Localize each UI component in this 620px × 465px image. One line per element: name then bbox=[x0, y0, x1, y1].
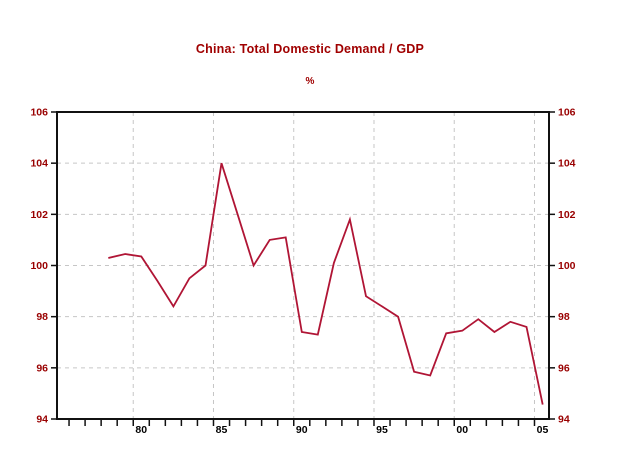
y-axis-label-right-100: 100 bbox=[558, 260, 576, 272]
y-axis-label-left-104: 104 bbox=[30, 158, 48, 170]
data-series-line bbox=[108, 162, 544, 405]
x-axis-label-05: 05 bbox=[537, 424, 549, 436]
y-axis-label-right-96: 96 bbox=[558, 362, 570, 374]
x-axis-label-85: 85 bbox=[216, 424, 228, 436]
y-axis-label-left-100: 100 bbox=[30, 260, 48, 272]
y-axis-label-left-98: 98 bbox=[36, 311, 48, 323]
chart-title: China: Total Domestic Demand / GDP bbox=[195, 42, 425, 56]
x-axis-label-00: 00 bbox=[456, 424, 468, 436]
x-axis-label-90: 90 bbox=[296, 424, 308, 436]
y-axis-label-right-94: 94 bbox=[558, 414, 570, 426]
y-axis-label-left-106: 106 bbox=[30, 107, 48, 119]
y-axis-label-left-102: 102 bbox=[30, 209, 48, 221]
chart-subtitle: % bbox=[305, 76, 315, 87]
x-axis-label-80: 80 bbox=[135, 424, 147, 436]
y-axis-label-left-96: 96 bbox=[36, 362, 48, 374]
y-axis-label-right-106: 106 bbox=[558, 107, 576, 119]
x-axis-label-95: 95 bbox=[376, 424, 388, 436]
y-axis-label-left-94: 94 bbox=[36, 414, 48, 426]
y-axis-label-right-104: 104 bbox=[558, 158, 576, 170]
y-axis-label-right-98: 98 bbox=[558, 311, 570, 323]
y-axis-label-right-102: 102 bbox=[558, 209, 576, 221]
